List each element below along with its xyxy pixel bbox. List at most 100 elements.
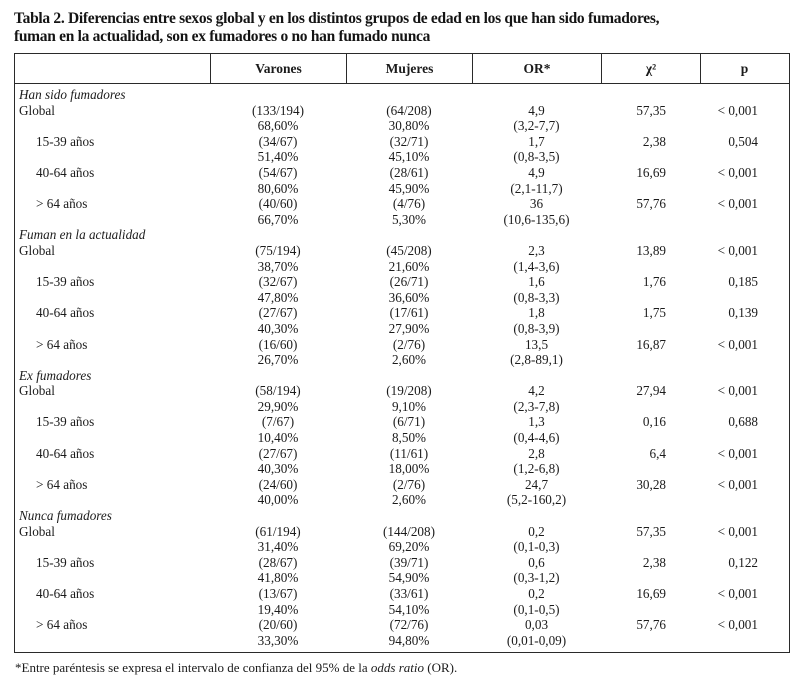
row-label: 40-64 años: [36, 586, 95, 601]
varones-cell: (27/67) 40,30%: [210, 305, 346, 336]
chi-squared-value: 16,69: [636, 164, 666, 180]
varones-count: (34/67): [258, 133, 298, 149]
or-value: 0,2: [528, 586, 545, 601]
or-cell: 24,7 (5,2-160,2): [472, 477, 601, 508]
chi-squared-value: 57,35: [636, 523, 666, 539]
table-row: Global (58/194) 29,90% (19/208) 9,10% 4,…: [15, 383, 789, 414]
varones-cell: (13/67) 19,40%: [210, 586, 346, 617]
mujeres-pct: 5,30%: [391, 211, 427, 227]
or-value: 2,3: [528, 242, 545, 258]
mujeres-cell: (2/76) 2,60%: [346, 477, 472, 508]
row-label: 40-64 años: [36, 305, 95, 321]
varones-count: (32/67): [258, 274, 298, 290]
or-ci: (1,4-3,6): [513, 258, 560, 274]
or-cell: 0,2 (0,1-0,5): [472, 586, 601, 617]
table-row: 40-64 años (27/67) 40,30% (11/61) 18,00%…: [15, 446, 789, 477]
mujeres-cell: (2/76) 2,60%: [346, 337, 472, 368]
or-value: 1,3: [528, 414, 545, 430]
mujeres-pct: 54,10%: [388, 601, 430, 617]
mujeres-cell: (64/208) 30,80%: [346, 103, 472, 134]
row-label: Global: [19, 102, 55, 118]
header-odds-ratio: OR*: [472, 54, 601, 83]
varones-cell: (34/67) 51,40%: [210, 134, 346, 165]
p-value: < 0,001: [717, 196, 758, 212]
varones-cell: (20/60) 33,30%: [210, 617, 346, 648]
or-ci: (0,8-3,5): [513, 149, 560, 165]
chi-squared-value: 30,28: [636, 476, 666, 492]
or-value: 0,6: [528, 554, 545, 570]
or-cell: 4,2 (2,3-7,8): [472, 383, 601, 414]
mujeres-pct: 8,50%: [391, 430, 427, 446]
mujeres-count: (2/76): [392, 476, 426, 492]
varones-pct: 40,30%: [257, 320, 299, 336]
or-value: 1,7: [528, 133, 545, 149]
or-ci: (0,1-0,5): [513, 601, 560, 617]
p-value: 0,504: [728, 133, 758, 149]
or-cell: 0,2 (0,1-0,3): [472, 524, 601, 555]
p-value: < 0,001: [717, 476, 758, 492]
section-title: Fuman en la actualidad: [19, 227, 146, 243]
mujeres-cell: (11/61) 18,00%: [346, 446, 472, 477]
mujeres-cell: (33/61) 54,10%: [346, 586, 472, 617]
table-section-fuman-actualidad: Fuman en la actualidad Global (75/194) 3…: [15, 227, 789, 367]
mujeres-cell: (4/76) 5,30%: [346, 196, 472, 227]
or-cell: 1,7 (0,8-3,5): [472, 134, 601, 165]
mujeres-count: (32/71): [389, 133, 429, 149]
statistics-table: Varones Mujeres OR* χ² p Han sido fumado…: [14, 53, 790, 654]
varones-cell: (61/194) 31,40%: [210, 524, 346, 555]
chi-squared-value: 2,38: [642, 554, 666, 570]
or-cell: 1,8 (0,8-3,9): [472, 305, 601, 336]
section-title: Han sido fumadores: [19, 87, 126, 102]
row-label: 40-64 años: [36, 445, 95, 461]
varones-cell: (54/67) 80,60%: [210, 165, 346, 196]
varones-cell: (75/194) 38,70%: [210, 243, 346, 274]
table-row: Global (61/194) 31,40% (144/208) 69,20% …: [15, 524, 789, 555]
p-value: 0,122: [728, 554, 758, 570]
chi-squared-value: 57,76: [636, 196, 666, 212]
row-label: > 64 años: [36, 617, 88, 633]
varones-cell: (27/67) 40,30%: [210, 446, 346, 477]
mujeres-pct: 94,80%: [388, 632, 430, 648]
varones-count: (61/194): [255, 523, 301, 539]
p-value: < 0,001: [717, 336, 758, 352]
p-value: < 0,001: [717, 523, 758, 539]
or-cell: 1,3 (0,4-4,6): [472, 414, 601, 445]
header-empty-cell: [15, 54, 210, 83]
mujeres-cell: (144/208) 69,20%: [346, 524, 472, 555]
table-row: 40-64 años (13/67) 19,40% (33/61) 54,10%…: [15, 586, 789, 617]
table-row: > 64 años (20/60) 33,30% (72/76) 94,80% …: [15, 617, 789, 648]
mujeres-pct: 18,00%: [388, 461, 430, 477]
varones-count: (58/194): [255, 383, 301, 399]
table-section-nunca-fumadores: Nunca fumadores Global (61/194) 31,40% (…: [15, 508, 789, 648]
table-row: Global (75/194) 38,70% (45/208) 21,60% 2…: [15, 243, 789, 274]
or-ci: (2,8-89,1): [510, 352, 563, 368]
mujeres-cell: (26/71) 36,60%: [346, 274, 472, 305]
mujeres-pct: 45,90%: [388, 180, 430, 196]
mujeres-pct: 30,80%: [388, 118, 430, 134]
table-row: 40-64 años (54/67) 80,60% (28/61) 45,90%…: [15, 165, 789, 196]
varones-pct: 40,30%: [257, 461, 299, 477]
or-cell: 0,03 (0,01-0,09): [472, 617, 601, 648]
header-chi-squared: χ²: [601, 54, 700, 83]
mujeres-cell: (39/71) 54,90%: [346, 555, 472, 586]
row-label: > 64 años: [36, 476, 88, 492]
table-title-line1: Tabla 2. Diferencias entre sexos global …: [14, 10, 660, 27]
mujeres-count: (17/61): [389, 305, 429, 321]
mujeres-count: (144/208): [382, 523, 435, 539]
table-row: 15-39 años (34/67) 51,40% (32/71) 45,10%…: [15, 134, 789, 165]
or-value: 4,9: [528, 102, 545, 118]
mujeres-cell: (72/76) 94,80%: [346, 617, 472, 648]
mujeres-cell: (19/208) 9,10%: [346, 383, 472, 414]
table-row: 15-39 años (28/67) 41,80% (39/71) 54,90%…: [15, 555, 789, 586]
varones-count: (13/67): [258, 586, 298, 601]
row-label: > 64 años: [36, 196, 88, 212]
mujeres-pct: 2,60%: [391, 352, 427, 368]
mujeres-pct: 21,60%: [388, 258, 430, 274]
varones-count: (24/60): [258, 476, 298, 492]
or-ci: (5,2-160,2): [506, 492, 567, 508]
mujeres-count: (4/76): [392, 196, 426, 212]
mujeres-pct: 9,10%: [391, 398, 427, 414]
varones-pct: 41,80%: [257, 570, 299, 586]
chi-squared-value: 16,87: [636, 336, 666, 352]
